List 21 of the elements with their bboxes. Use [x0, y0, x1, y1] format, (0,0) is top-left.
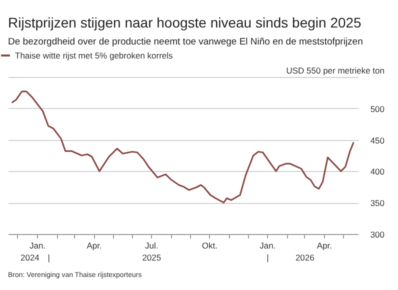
y-tick-label: USD 550 per metrieke ton — [286, 66, 385, 76]
x-tick-label: Jan. — [29, 240, 46, 250]
x-tick-label: Jul. — [145, 240, 158, 250]
legend-label: Thaise witte rijst met 5% gebroken korrels — [15, 50, 173, 60]
y-tick-label: 500 — [370, 104, 385, 114]
y-tick-label: 300 — [370, 230, 385, 240]
y-tick-label: 350 — [370, 198, 385, 208]
x2-tick-label: | — [266, 252, 269, 262]
y-tick-label: 450 — [370, 135, 385, 146]
x2-tick-label: 2024 — [20, 252, 40, 262]
x2-tick-label: | — [48, 252, 50, 262]
x-tick-label: Apr. — [316, 240, 332, 250]
x-tick-label: Jan. — [260, 240, 276, 250]
chart-title: Rijstprijzen stijgen naar hoogste niveau sinds begin 2025 — [8, 14, 362, 30]
x-tick-label: Okt. — [202, 240, 218, 250]
line-series — [10, 90, 354, 204]
y-tick-label: 400 — [370, 166, 385, 177]
x-tick-label: Apr. — [86, 240, 102, 250]
x2-tick-label: 2026 — [295, 252, 315, 262]
chart-subtitle: De bezorgdheid over de productie neemt toe vanwege El Niño en de meststofprijzen — [8, 36, 363, 48]
x2-tick-label: 2025 — [142, 252, 162, 262]
